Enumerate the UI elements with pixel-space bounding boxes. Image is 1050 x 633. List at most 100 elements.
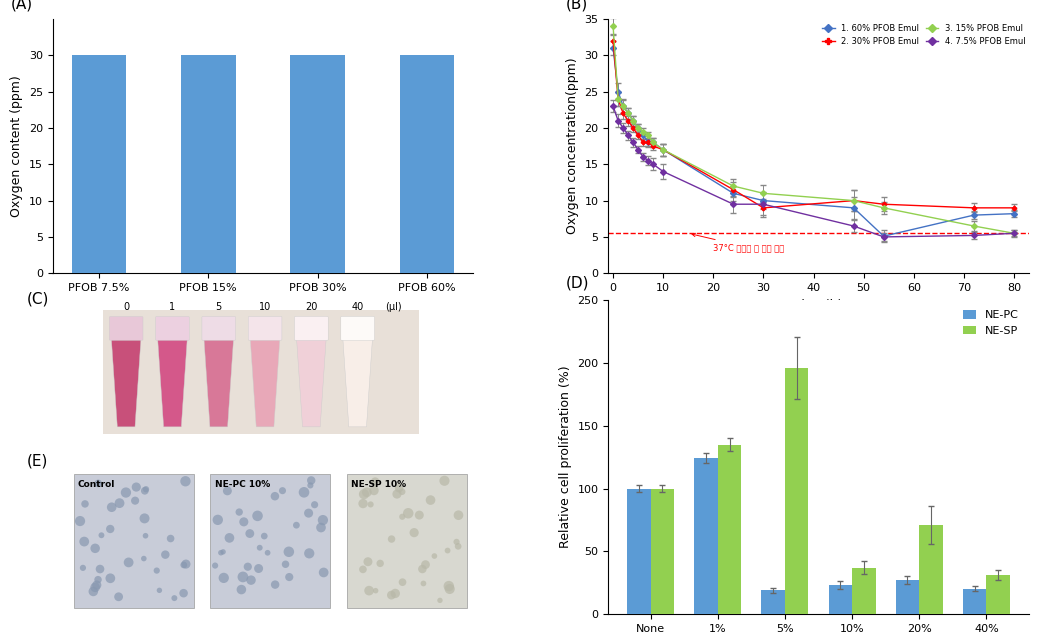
- Point: [151, 586, 168, 596]
- Bar: [963, 589, 986, 614]
- Polygon shape: [343, 340, 373, 427]
- Point: [267, 491, 284, 501]
- Point: [391, 483, 407, 493]
- Text: 37°C 배양액 내 산소 농도: 37°C 배양액 내 산소 농도: [692, 234, 784, 252]
- Y-axis label: Oxygen concentration(ppm): Oxygen concentration(ppm): [566, 58, 579, 234]
- Bar: [627, 489, 651, 614]
- Point: [422, 495, 439, 505]
- Text: NE-SP 10%: NE-SP 10%: [352, 480, 406, 489]
- Point: [127, 496, 144, 506]
- Point: [448, 537, 465, 547]
- Bar: [896, 580, 919, 614]
- Point: [365, 486, 382, 496]
- Point: [212, 548, 229, 558]
- Point: [215, 573, 232, 583]
- Text: (B): (B): [566, 0, 588, 12]
- FancyBboxPatch shape: [294, 316, 329, 341]
- Point: [110, 592, 127, 602]
- Bar: [71, 55, 126, 273]
- Text: 5: 5: [215, 301, 222, 311]
- Point: [417, 560, 434, 570]
- Point: [233, 584, 250, 594]
- Point: [280, 572, 297, 582]
- Point: [128, 482, 145, 492]
- Text: 10: 10: [259, 301, 271, 311]
- Point: [362, 499, 379, 510]
- Point: [400, 508, 417, 518]
- Legend: NE-PC, NE-SP: NE-PC, NE-SP: [959, 306, 1024, 341]
- Bar: [718, 444, 741, 614]
- Point: [256, 531, 273, 541]
- Point: [358, 487, 375, 498]
- FancyBboxPatch shape: [109, 316, 143, 341]
- Text: (E): (E): [27, 453, 48, 468]
- Point: [87, 582, 104, 592]
- Y-axis label: Relative cell proliferation (%): Relative cell proliferation (%): [559, 366, 571, 548]
- Text: 40: 40: [352, 301, 363, 311]
- Point: [296, 487, 313, 498]
- Point: [450, 510, 467, 520]
- Point: [359, 556, 376, 567]
- Point: [87, 543, 104, 553]
- Y-axis label: Oxygen content (ppm): Oxygen content (ppm): [10, 75, 23, 217]
- Point: [426, 551, 443, 561]
- Polygon shape: [250, 340, 279, 427]
- Bar: [290, 55, 345, 273]
- Point: [249, 511, 266, 521]
- Point: [394, 577, 411, 587]
- Text: (D): (D): [566, 276, 589, 291]
- Text: 1: 1: [169, 301, 175, 311]
- Point: [436, 476, 453, 486]
- Text: 0: 0: [123, 301, 129, 311]
- FancyBboxPatch shape: [341, 316, 375, 341]
- Point: [102, 573, 119, 584]
- Bar: [74, 474, 193, 608]
- Point: [136, 486, 153, 496]
- Point: [315, 567, 332, 577]
- Point: [300, 508, 317, 518]
- Point: [71, 516, 88, 526]
- Point: [355, 499, 372, 509]
- Point: [388, 489, 405, 499]
- Point: [411, 510, 427, 520]
- FancyBboxPatch shape: [202, 316, 235, 341]
- Point: [148, 565, 165, 575]
- Point: [175, 560, 192, 570]
- Point: [75, 563, 91, 573]
- Point: [138, 484, 154, 494]
- Point: [259, 548, 276, 558]
- Point: [383, 590, 400, 600]
- Point: [90, 479, 107, 489]
- Point: [356, 489, 373, 499]
- Point: [93, 530, 110, 541]
- FancyBboxPatch shape: [155, 316, 189, 341]
- Point: [156, 549, 173, 560]
- Point: [386, 588, 403, 598]
- Bar: [210, 474, 331, 608]
- Point: [162, 534, 178, 544]
- Point: [76, 537, 92, 547]
- Point: [138, 530, 154, 541]
- Text: Control: Control: [78, 480, 116, 489]
- Point: [441, 584, 458, 594]
- Point: [222, 533, 238, 543]
- Text: (μl): (μl): [385, 301, 402, 311]
- Point: [177, 476, 194, 486]
- Point: [301, 548, 318, 558]
- Point: [251, 542, 268, 553]
- Point: [267, 580, 284, 590]
- Point: [118, 487, 134, 498]
- Point: [207, 560, 224, 570]
- Point: [302, 475, 319, 486]
- Point: [366, 477, 383, 487]
- Text: (A): (A): [10, 0, 33, 12]
- Point: [231, 507, 248, 517]
- Bar: [181, 55, 235, 273]
- Point: [89, 575, 106, 585]
- Point: [315, 515, 332, 525]
- Point: [91, 564, 108, 574]
- Bar: [986, 575, 1010, 614]
- Point: [111, 498, 128, 508]
- Point: [235, 517, 252, 527]
- Point: [405, 527, 422, 537]
